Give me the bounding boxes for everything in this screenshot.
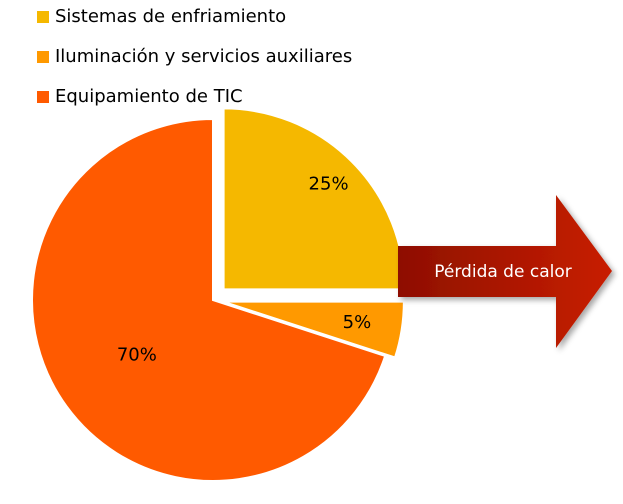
data-label: 25% bbox=[309, 173, 349, 194]
annotation: Pérdida de calor bbox=[434, 262, 571, 282]
legend-label: Sistemas de enfriamiento bbox=[55, 6, 286, 27]
legend-swatch bbox=[37, 91, 49, 103]
heat-loss-arrow: Pérdida de calor bbox=[398, 195, 612, 348]
legend-label: Equipamiento de TIC bbox=[55, 86, 243, 107]
legend-swatch bbox=[37, 51, 49, 63]
data-label: 5% bbox=[343, 312, 372, 333]
pie-slice bbox=[222, 300, 405, 359]
arrow-shape bbox=[398, 195, 612, 348]
pie-slice bbox=[222, 107, 406, 291]
data-label: 70% bbox=[117, 344, 157, 365]
legend-swatch bbox=[37, 11, 49, 23]
legend-label: Iluminación y servicios auxiliares bbox=[55, 46, 352, 67]
pie-slice bbox=[31, 117, 387, 482]
